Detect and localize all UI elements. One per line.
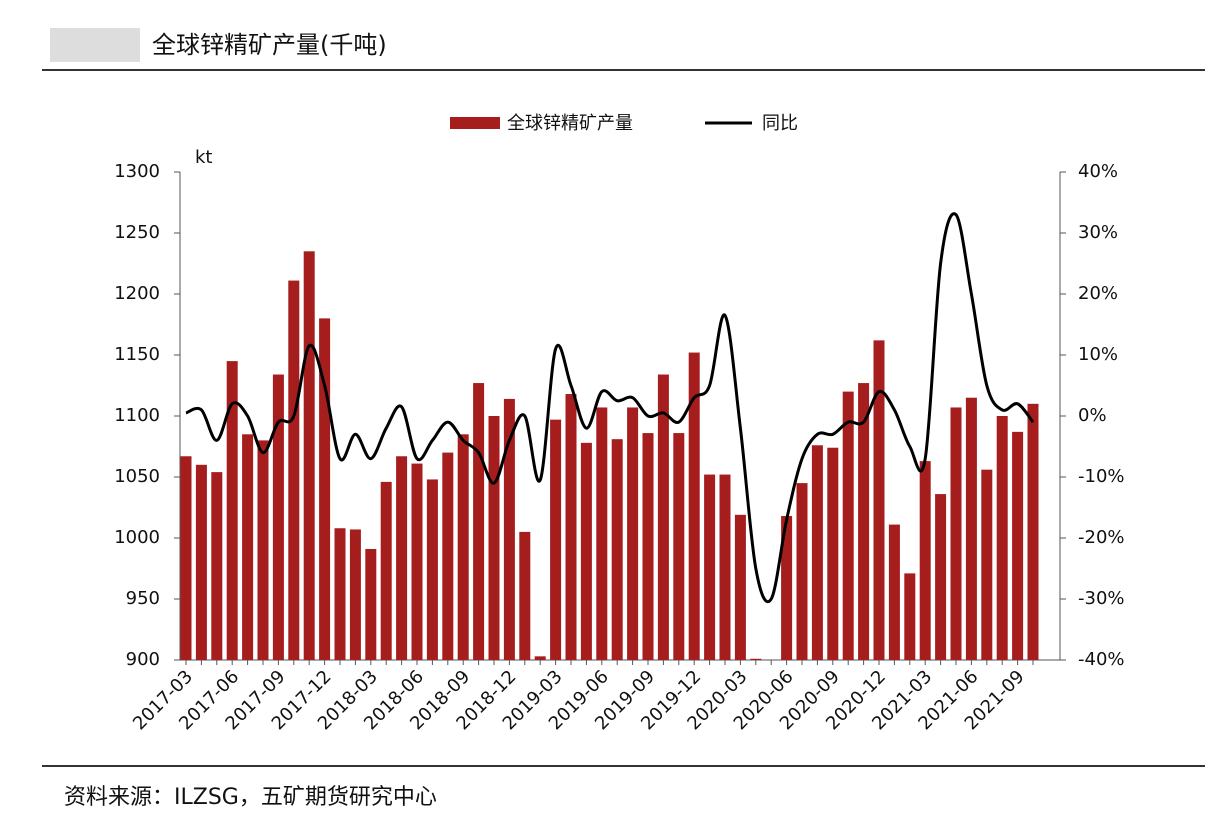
bar <box>734 514 746 660</box>
bar <box>688 352 700 660</box>
bar <box>719 474 731 660</box>
logo-placeholder <box>50 28 140 62</box>
bar <box>904 573 916 660</box>
bar <box>226 361 238 660</box>
y2-tick-label: 30% <box>1078 222 1118 243</box>
bar <box>935 494 947 660</box>
bar <box>334 528 346 660</box>
y-unit: kt <box>195 147 212 168</box>
bar <box>550 419 562 660</box>
bar <box>873 340 885 660</box>
bar <box>180 456 192 660</box>
bar <box>211 472 223 660</box>
chart-title: 全球锌精矿产量(千吨) <box>152 31 387 59</box>
bar <box>503 398 515 660</box>
y-tick-label: 1250 <box>114 222 160 243</box>
bar <box>888 524 900 660</box>
bar <box>349 529 361 660</box>
bar <box>319 318 331 660</box>
y2-tick-label: -30% <box>1078 588 1125 609</box>
bar <box>858 383 870 660</box>
bar <box>195 464 207 660</box>
legend-label: 同比 <box>762 113 798 134</box>
y2-tick-label: -10% <box>1078 466 1125 487</box>
line <box>185 212 1035 604</box>
legend-label: 全球锌精矿产量 <box>507 113 633 134</box>
bar <box>781 516 793 660</box>
bar <box>704 474 716 660</box>
source: 资料来源：ILZSG，五矿期货研究中心 <box>64 785 437 810</box>
bar <box>627 407 639 660</box>
bar <box>996 416 1008 660</box>
bar <box>380 481 392 660</box>
bar <box>426 479 438 660</box>
y-tick-label: 950 <box>126 588 160 609</box>
bar <box>473 383 485 660</box>
bar <box>1027 403 1039 660</box>
bar <box>842 391 854 660</box>
bar <box>565 394 577 660</box>
y-tick-label: 1100 <box>114 405 160 426</box>
y-tick-label: 1050 <box>114 466 160 487</box>
bar <box>365 548 377 660</box>
bar <box>519 531 531 660</box>
bar <box>611 439 623 660</box>
y-tick-label: 1200 <box>114 283 160 304</box>
y2-tick-label: -20% <box>1078 527 1125 548</box>
y-tick-label: 1150 <box>114 344 160 365</box>
bar <box>657 374 669 660</box>
bar <box>642 433 654 660</box>
bar <box>303 251 315 661</box>
bar <box>827 447 839 660</box>
legend-swatch <box>450 117 500 129</box>
bar <box>242 434 254 660</box>
y2-tick-label: 20% <box>1078 283 1118 304</box>
bar <box>396 456 408 660</box>
bar <box>981 469 993 660</box>
y-tick-label: 900 <box>126 649 160 670</box>
bar <box>796 483 808 660</box>
y2-tick-label: 10% <box>1078 344 1118 365</box>
bar <box>257 440 269 660</box>
bar <box>811 445 823 660</box>
bar <box>488 416 500 660</box>
bar <box>534 656 546 660</box>
bar <box>411 463 423 660</box>
y2-tick-label: 40% <box>1078 161 1118 182</box>
bar <box>288 280 300 660</box>
y2-tick-label: -40% <box>1078 649 1125 670</box>
y-tick-label: 1300 <box>114 161 160 182</box>
bar <box>1012 431 1024 660</box>
bar <box>272 374 284 660</box>
bar <box>580 442 592 660</box>
bar <box>919 461 931 660</box>
y2-tick-label: 0% <box>1078 405 1107 426</box>
bar <box>673 433 685 660</box>
bar <box>750 658 762 660</box>
bar <box>965 397 977 660</box>
y-tick-label: 1000 <box>114 527 160 548</box>
bar <box>457 434 469 660</box>
bar <box>442 452 454 660</box>
bar <box>596 407 608 660</box>
bar <box>950 407 962 660</box>
